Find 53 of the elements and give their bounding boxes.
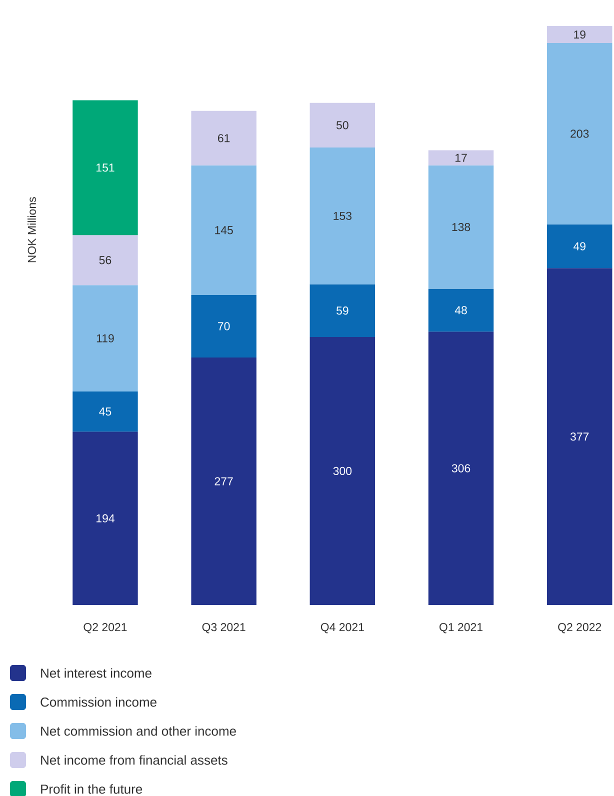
x-tick-label: Q2 2022	[558, 623, 602, 634]
bar	[310, 336, 376, 605]
bar	[428, 150, 494, 166]
data-label: 45	[99, 408, 112, 416]
bar	[428, 165, 494, 289]
data-label: 19	[574, 30, 586, 39]
x-tick-label: Q3 2021	[202, 623, 246, 634]
legend-label: Profit in the future	[41, 784, 142, 794]
data-label: 119	[96, 334, 114, 342]
bar	[310, 102, 376, 148]
bar	[546, 43, 612, 224]
legend-label: Net commission and other income	[41, 726, 236, 736]
bar	[72, 391, 138, 432]
bar	[546, 224, 612, 268]
data-label: 153	[334, 212, 352, 220]
data-label: 48	[454, 306, 467, 314]
data-label: 306	[452, 464, 470, 472]
bar	[191, 165, 256, 295]
bar	[191, 294, 256, 358]
data-label: 17	[455, 154, 467, 162]
data-label: 138	[452, 222, 470, 232]
data-label: 277	[214, 477, 233, 486]
bar	[191, 110, 256, 166]
data-label: 145	[215, 226, 233, 234]
x-tick-label: Q4 2021	[320, 623, 364, 634]
legend-label: Net interest income	[41, 668, 152, 678]
data-label: 377	[570, 432, 589, 441]
x-tick-label: Q2 2021	[84, 623, 127, 634]
data-label: 49	[573, 242, 586, 250]
bar	[310, 284, 376, 337]
bar	[310, 148, 376, 284]
data-label: 300	[333, 466, 352, 476]
y-axis-title: NOK Millions	[28, 197, 36, 262]
bar	[546, 268, 612, 605]
data-label: 61	[218, 134, 230, 142]
bar	[191, 358, 256, 605]
data-label: 203	[570, 130, 589, 138]
bar	[72, 285, 138, 392]
data-label: 59	[336, 306, 348, 315]
data-label: 70	[218, 322, 230, 330]
data-label: 50	[336, 121, 348, 130]
data-label: 194	[96, 514, 114, 522]
bar	[546, 26, 612, 44]
legend-label: Net income from financial assets	[41, 755, 228, 765]
data-label: 56	[99, 256, 112, 264]
bar	[72, 235, 138, 286]
x-tick-label: Q1 2021	[440, 623, 482, 634]
data-label: 151	[96, 164, 114, 172]
bar	[72, 100, 138, 236]
bar	[72, 432, 138, 605]
bar	[428, 332, 494, 605]
legend-label: Commission income	[40, 697, 156, 707]
bar	[428, 288, 494, 332]
